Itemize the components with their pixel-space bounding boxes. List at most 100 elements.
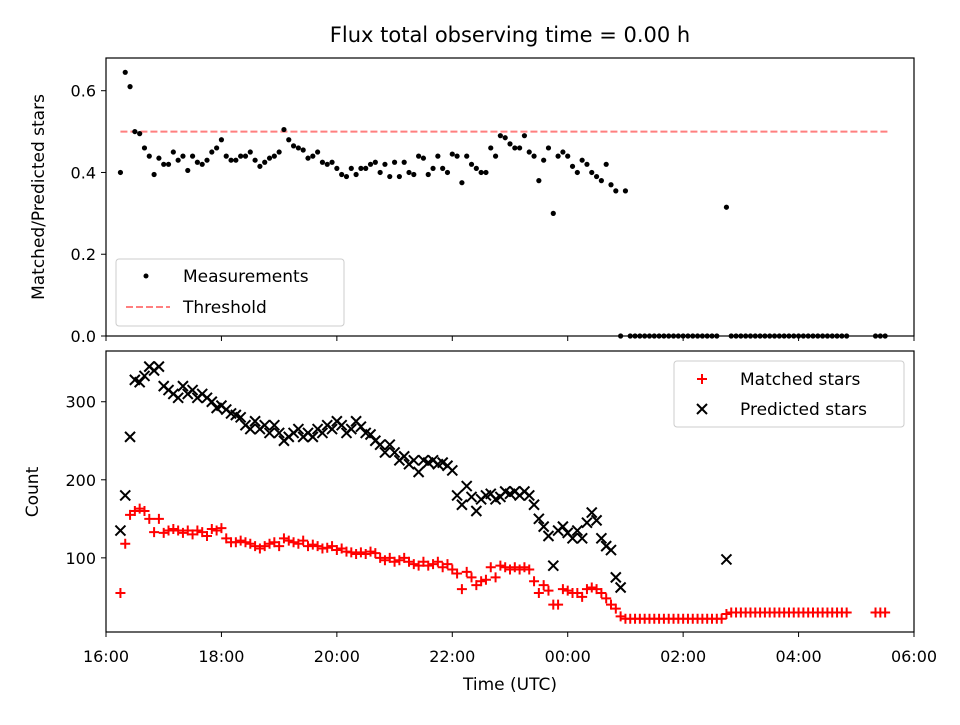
measurement-point (517, 145, 523, 151)
measurement-point (464, 153, 470, 159)
measurement-point (348, 165, 354, 171)
measurement-point (161, 161, 167, 167)
predicted-star-point (273, 427, 285, 439)
measurement-point (286, 137, 292, 143)
x-tick-label: 16:00 (83, 647, 129, 666)
matched-star-point (192, 525, 203, 536)
legend-marker-predicted (696, 403, 708, 415)
measurement-point (141, 145, 148, 151)
measurement-point (488, 145, 494, 151)
matched-star-point (322, 542, 333, 553)
count-panel: 16:00 18:00 20:00 22:00 00:00 02:00 04:00 06:00… (23, 350, 937, 695)
predicted-star-point (388, 446, 401, 459)
measurement-point (175, 157, 181, 163)
measurement-point (276, 149, 282, 155)
measurement-point (406, 169, 412, 176)
matched-star-point (524, 564, 535, 575)
measurement-point (189, 153, 196, 159)
matched-star-point (442, 559, 453, 570)
predicted-star-point (268, 419, 281, 431)
matched-star-point (581, 584, 592, 595)
matched-star-point (298, 535, 309, 546)
measurement-point (146, 153, 152, 159)
ratio-panel: 0.0 0.2 0.4 0.6 Matched/Predicted stars Mea… (29, 57, 915, 346)
predicted-star-point (470, 505, 483, 517)
matched-star-point (721, 609, 732, 620)
measurement-point (305, 155, 311, 161)
predicted-star-point (566, 532, 579, 545)
predicted-star-point (379, 446, 391, 459)
predicted-star-point (547, 559, 559, 572)
predicted-star-point (374, 438, 386, 451)
predicted-star-point (153, 360, 165, 373)
measurement-point (565, 153, 571, 159)
predicted-star-point (124, 431, 136, 443)
measurement-point (252, 157, 258, 163)
predicted-star-point (595, 532, 608, 545)
measurement-point (262, 159, 268, 165)
predicted-star-point (412, 466, 425, 478)
x-tick-label: 22:00 (429, 647, 475, 666)
measurement-point (353, 171, 359, 178)
measurement-point (228, 157, 234, 163)
matched-star-point (461, 566, 472, 577)
x-tick-label: 18:00 (198, 647, 244, 666)
matched-star-point (557, 584, 568, 595)
measurement-point (444, 169, 451, 176)
matched-star-point (466, 572, 477, 583)
measurement-point (117, 169, 124, 176)
measurement-point (185, 167, 191, 174)
matched-star-point (303, 541, 313, 552)
legend-label-measurements: Measurements (183, 267, 309, 287)
measurement-point (300, 147, 306, 153)
measurement-point (608, 182, 614, 188)
predicted-star-point (355, 421, 367, 433)
measurement-point (425, 171, 431, 178)
x-tick-label: 20:00 (314, 647, 360, 666)
legend-label-threshold: Threshold (182, 298, 267, 318)
measurement-point (468, 161, 475, 167)
predicted-star-point (307, 431, 319, 443)
predicted-star-point (590, 514, 603, 527)
predicted-star-point (537, 520, 550, 533)
matched-star-point (120, 538, 131, 549)
measurement-point (449, 151, 455, 157)
matched-star-point (139, 506, 150, 517)
measurement-point (622, 188, 629, 194)
count-legend: Matched stars Predicted stars (673, 360, 905, 428)
matched-star-point (610, 603, 621, 614)
measurement-point (358, 165, 364, 171)
matched-star-point (355, 547, 366, 558)
measurement-point (266, 155, 273, 161)
measurement-point (603, 161, 609, 167)
measurement-point (329, 159, 335, 165)
matched-star-point (476, 576, 487, 587)
measurement-point (526, 149, 532, 155)
matched-star-point (716, 613, 727, 624)
ratio-plot-frame (105, 57, 915, 337)
ratio-y-tick-label: 0.6 (71, 82, 96, 101)
predicted-star-point (234, 411, 247, 424)
legend-marker-measurements (143, 273, 149, 279)
legend-marker-matched (697, 374, 707, 384)
predicted-star-point (206, 396, 218, 408)
matched-star-point (370, 548, 381, 559)
measurement-point (536, 178, 542, 184)
matched-star-point (346, 547, 357, 558)
measurement-point (209, 149, 215, 155)
matched-star-point (432, 556, 443, 567)
matched-star-point (153, 513, 164, 524)
measurement-point (435, 153, 441, 159)
matched-star-point (538, 580, 549, 591)
measurement-point (367, 161, 374, 167)
predicted-star-point (456, 499, 468, 511)
predicted-star-point (186, 384, 199, 396)
predicted-star-point (114, 524, 127, 537)
legend-label-predicted: Predicted stars (740, 400, 867, 420)
predicted-star-point (605, 544, 617, 556)
measurement-point (199, 161, 205, 167)
measurement-point (416, 153, 422, 159)
predicted-star-point (398, 450, 410, 463)
matched-star-point (331, 545, 342, 556)
matched-star-point (423, 560, 434, 571)
